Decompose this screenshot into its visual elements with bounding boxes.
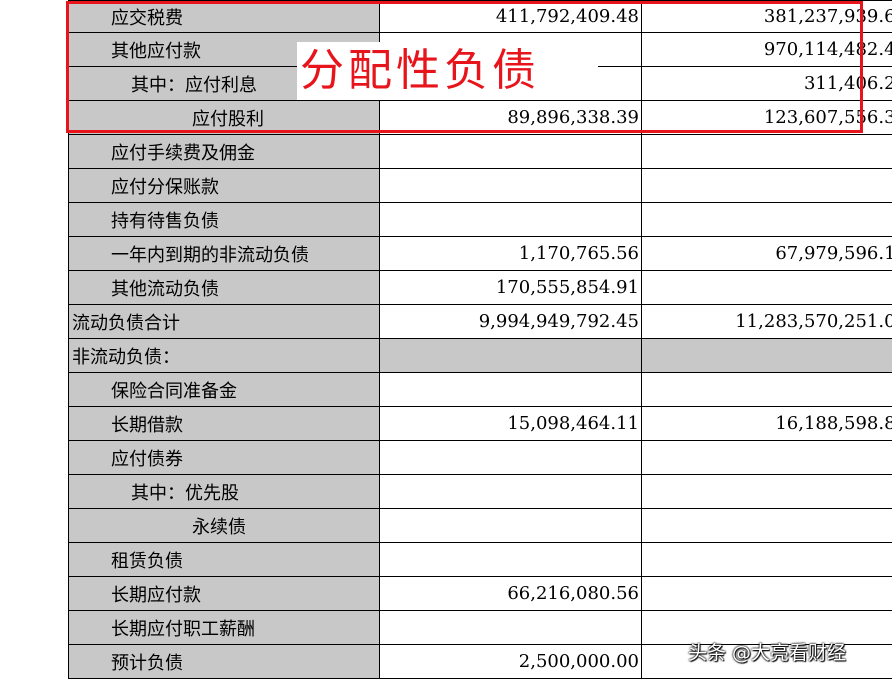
row-label: 长期应付职工薪酬 bbox=[68, 610, 380, 645]
liabilities-table: 应交税费411,792,409.48381,237,939.61其他应付款970… bbox=[68, 0, 892, 679]
annotation-label: 分配性负债 bbox=[300, 45, 540, 96]
table-row: 流动负债合计 9,994,949,792.45 11,283,570,251.07 bbox=[68, 304, 892, 339]
table-row: 长期应付款 66,216,080.56 bbox=[68, 576, 892, 611]
value-prior bbox=[641, 168, 892, 203]
table-row: 应付手续费及佣金 bbox=[68, 134, 892, 169]
table-row: 非流动负债： bbox=[68, 338, 892, 373]
table-row: 长期应付职工薪酬 bbox=[68, 610, 892, 645]
row-label: 预计负债 bbox=[68, 644, 380, 679]
row-label: 持有待售负债 bbox=[68, 202, 380, 237]
row-label: 租赁负债 bbox=[68, 542, 380, 577]
value-current: 89,896,338.39 bbox=[379, 100, 642, 135]
table-row: 永续债 bbox=[68, 508, 892, 543]
table-row: 预计负债 2,500,000.00 bbox=[68, 644, 892, 679]
value-current: 15,098,464.11 bbox=[379, 406, 642, 441]
value-prior bbox=[641, 644, 892, 679]
value-prior bbox=[641, 270, 892, 305]
row-label: 长期应付款 bbox=[68, 576, 380, 611]
value-prior: 11,283,570,251.07 bbox=[641, 304, 892, 339]
value-prior bbox=[641, 372, 892, 407]
value-prior bbox=[641, 202, 892, 237]
table-row: 保险合同准备金 bbox=[68, 372, 892, 407]
value-current: 170,555,854.91 bbox=[379, 270, 642, 305]
value-current bbox=[379, 542, 642, 577]
row-label: 一年内到期的非流动负债 bbox=[68, 236, 380, 271]
value-current bbox=[379, 508, 642, 543]
value-current: 66,216,080.56 bbox=[379, 576, 642, 611]
value-current bbox=[379, 134, 642, 169]
row-label: 应付债券 bbox=[68, 440, 380, 475]
watermark: 头条 @大亮看财经 bbox=[688, 642, 847, 664]
value-prior bbox=[641, 134, 892, 169]
row-label: 应付股利 bbox=[68, 100, 380, 135]
value-prior: 16,188,598.83 bbox=[641, 406, 892, 441]
annotation-backdrop bbox=[297, 42, 598, 100]
table-row: 其他流动负债 170,555,854.91 bbox=[68, 270, 892, 305]
table-row: 持有待售负债 bbox=[68, 202, 892, 237]
value-current bbox=[379, 610, 642, 645]
value-prior: 970,114,482.45 bbox=[641, 32, 892, 67]
row-label: 其他流动负债 bbox=[68, 270, 380, 305]
value-prior bbox=[641, 508, 892, 543]
value-prior: 311,406.24 bbox=[641, 66, 892, 101]
table-row: 租赁负债 bbox=[68, 542, 892, 577]
value-current bbox=[379, 168, 642, 203]
row-label: 保险合同准备金 bbox=[68, 372, 380, 407]
row-label: 非流动负债： bbox=[68, 338, 380, 373]
value-prior bbox=[641, 576, 892, 611]
row-label: 长期借款 bbox=[68, 406, 380, 441]
row-label: 流动负债合计 bbox=[68, 304, 380, 339]
value-prior: 67,979,596.11 bbox=[641, 236, 892, 271]
row-label: 应付分保账款 bbox=[68, 168, 380, 203]
row-label: 永续债 bbox=[68, 508, 380, 543]
table-row: 应付分保账款 bbox=[68, 168, 892, 203]
value-current bbox=[379, 474, 642, 509]
value-prior bbox=[641, 542, 892, 577]
value-current: 2,500,000.00 bbox=[379, 644, 642, 679]
value-current: 1,170,765.56 bbox=[379, 236, 642, 271]
row-label: 应付手续费及佣金 bbox=[68, 134, 380, 169]
row-label: 应交税费 bbox=[68, 0, 380, 33]
table-row: 应付债券 bbox=[68, 440, 892, 475]
value-current bbox=[379, 338, 642, 373]
value-current: 411,792,409.48 bbox=[379, 0, 642, 33]
balance-sheet: 应交税费411,792,409.48381,237,939.61其他应付款970… bbox=[68, 0, 892, 679]
value-current bbox=[379, 372, 642, 407]
value-current bbox=[379, 440, 642, 475]
value-prior bbox=[641, 338, 892, 373]
value-current bbox=[379, 202, 642, 237]
value-prior: 123,607,556.39 bbox=[641, 100, 892, 135]
value-prior bbox=[641, 474, 892, 509]
value-prior: 381,237,939.61 bbox=[641, 0, 892, 33]
value-prior bbox=[641, 440, 892, 475]
row-label: 其中：优先股 bbox=[68, 474, 380, 509]
table-row: 其中：优先股 bbox=[68, 474, 892, 509]
value-current: 9,994,949,792.45 bbox=[379, 304, 642, 339]
